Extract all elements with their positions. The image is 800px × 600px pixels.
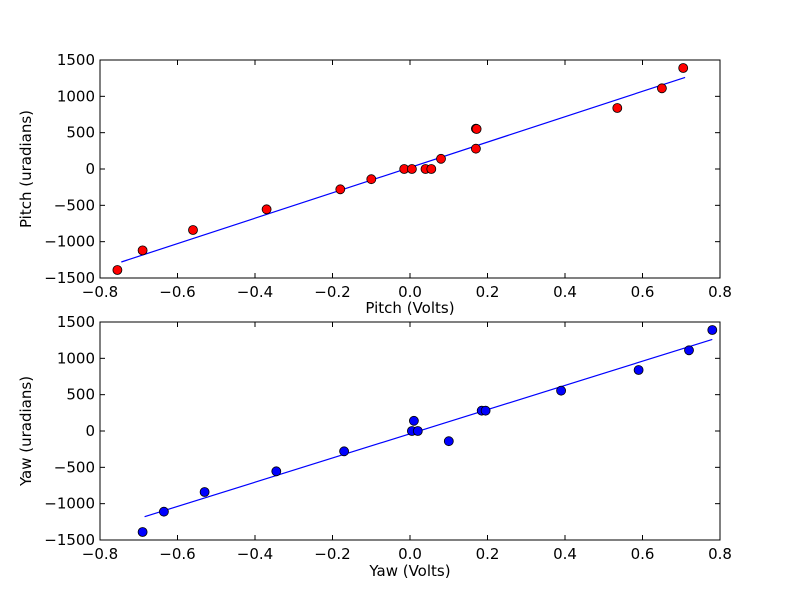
- pitch-data-point: [426, 164, 437, 174]
- yaw-x-tick-label: 0.6: [631, 545, 655, 563]
- pitch-x-tick-label: 0.4: [553, 283, 577, 301]
- pitch-data-point: [436, 153, 446, 164]
- yaw-y-tick-label: 500: [66, 386, 95, 404]
- yaw-data-point: [633, 365, 644, 375]
- pitch-y-tick-label: 1000: [57, 87, 95, 105]
- pitch-data-point: [678, 63, 689, 73]
- pitch-x-tick-label: −0.2: [314, 283, 350, 301]
- pitch-points-layer: [112, 63, 689, 275]
- pitch-x-tick-label: 0.6: [631, 283, 655, 301]
- pitch-y-tick-label: −500: [54, 196, 95, 214]
- pitch-subplot: −0.8 −0.6 −0.4 −0.2 0.0 0.2 0.4 0.6 0.8 −1500 −100…: [17, 51, 732, 317]
- yaw-x-tick-label: −0.2: [314, 545, 350, 563]
- pitch-x-tick-label: −0.6: [159, 283, 195, 301]
- yaw-x-tick-label: 0.8: [708, 545, 732, 563]
- yaw-y-tick-label: −500: [54, 458, 95, 476]
- yaw-y-axis-label: Yaw (uradians): [17, 376, 35, 487]
- yaw-data-point: [199, 487, 210, 497]
- pitch-data-point: [261, 204, 272, 215]
- yaw-x-axis-label: Yaw (Volts): [368, 562, 450, 580]
- yaw-data-point: [271, 466, 282, 477]
- pitch-y-tick-label: 1500: [57, 51, 95, 69]
- pitch-x-tick-label: −0.4: [237, 283, 273, 301]
- yaw-fit-line: [144, 338, 713, 518]
- pitch-data-point: [188, 225, 198, 235]
- pitch-axis-ticks: −0.8 −0.6 −0.4 −0.2 0.0 0.2 0.4 0.6 0.8 −1500 −100…: [44, 51, 732, 301]
- pitch-x-tick-label: 0.8: [708, 283, 732, 301]
- pitch-x-tick-label: 0.2: [476, 283, 500, 301]
- yaw-x-tick-label: 0.4: [553, 545, 577, 563]
- yaw-points-layer: [137, 325, 718, 537]
- yaw-fit-line-layer: [144, 338, 713, 518]
- yaw-x-tick-label: −0.8: [82, 545, 118, 563]
- pitch-y-tick-label: 0: [85, 160, 95, 178]
- yaw-y-tick-label: 0: [85, 422, 95, 440]
- yaw-data-point: [480, 405, 491, 416]
- yaw-y-tick-label: −1500: [44, 531, 95, 549]
- pitch-data-point: [335, 184, 346, 195]
- pitch-data-point: [471, 124, 482, 134]
- yaw-data-point: [684, 345, 694, 356]
- pitch-data-point: [406, 164, 417, 174]
- pitch-data-point: [137, 245, 148, 256]
- yaw-x-tick-label: 0.2: [476, 545, 500, 563]
- yaw-subplot: −0.8 −0.6 −0.4 −0.2 0.0 0.2 0.4 0.6 0.8 −1500 −100…: [17, 313, 732, 580]
- yaw-axis-ticks: −0.8 −0.6 −0.4 −0.2 0.0 0.2 0.4 0.6 0.8 −1500 −100…: [44, 313, 732, 563]
- pitch-x-tick-label: −0.8: [82, 283, 118, 301]
- yaw-data-point: [412, 426, 423, 436]
- yaw-data-point: [443, 436, 454, 447]
- pitch-y-tick-label: −1500: [44, 269, 95, 287]
- pitch-x-tick-label: 0.0: [398, 283, 422, 301]
- pitch-y-axis-label: Pitch (uradians): [17, 110, 35, 228]
- yaw-data-point: [707, 325, 718, 335]
- pitch-y-tick-label: −1000: [44, 233, 95, 251]
- yaw-data-point: [339, 446, 350, 457]
- yaw-x-tick-label: 0.0: [398, 545, 422, 563]
- yaw-x-tick-label: −0.4: [237, 545, 273, 563]
- yaw-data-point: [158, 506, 169, 517]
- yaw-y-tick-label: −1000: [44, 495, 95, 513]
- yaw-y-tick-label: 1500: [57, 313, 95, 331]
- pitch-data-point: [657, 83, 667, 94]
- pitch-x-axis-label: Pitch (Volts): [365, 299, 454, 317]
- yaw-data-point: [556, 385, 566, 396]
- pitch-data-point: [612, 103, 623, 113]
- pitch-y-tick-label: 500: [66, 124, 95, 142]
- pitch-data-point: [366, 174, 377, 185]
- pitch-data-point: [112, 265, 123, 275]
- yaw-data-point: [408, 415, 419, 426]
- yaw-x-tick-label: −0.6: [159, 545, 195, 563]
- pitch-data-point: [470, 143, 481, 154]
- yaw-y-tick-label: 1000: [57, 349, 95, 367]
- yaw-data-point: [137, 527, 148, 537]
